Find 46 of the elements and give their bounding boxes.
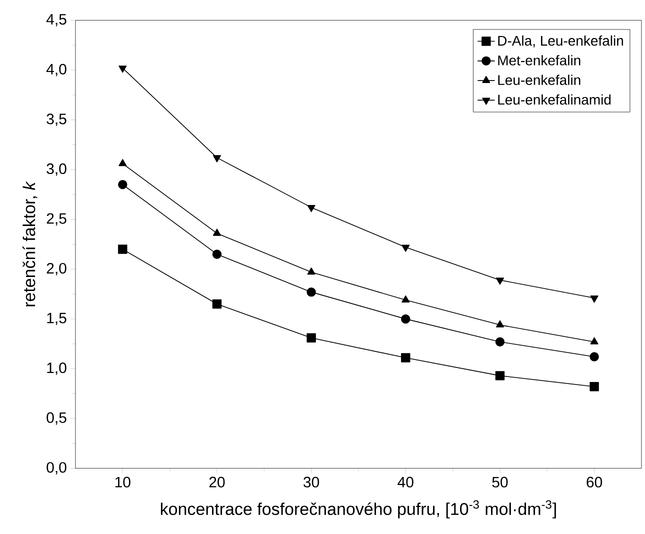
point — [402, 244, 410, 252]
x-tick-label: 60 — [586, 476, 602, 488]
point — [590, 352, 599, 362]
x-tick-label: 50 — [492, 476, 508, 488]
y-axis-title: retenční faktor, k — [22, 181, 38, 306]
point — [118, 66, 127, 73]
x-tick-label: 30 — [304, 476, 320, 488]
point — [118, 244, 128, 254]
y-tick-label: 4,5 — [46, 14, 66, 26]
point — [307, 268, 316, 275]
y-tick-label: 2,0 — [46, 262, 66, 276]
point — [212, 155, 222, 162]
point — [306, 333, 316, 342]
point — [402, 295, 410, 303]
y-tick-label: 0,0 — [46, 462, 66, 474]
point — [590, 382, 599, 392]
point — [495, 371, 505, 380]
point — [496, 278, 504, 285]
x-tick-label: 10 — [115, 476, 130, 488]
point — [401, 353, 410, 362]
point — [590, 296, 598, 303]
legend-label: Leu-enkefalinamid — [498, 94, 611, 105]
point — [401, 314, 410, 324]
y-tick-label: 3,0 — [46, 163, 66, 176]
legend-label: Met-enkefalin — [498, 55, 580, 66]
point — [212, 250, 222, 259]
x-axis-title: koncentrace fosforečnanového pufru, [10$^{-3}$ mol·dm$^{-3}$] — [160, 500, 556, 518]
y-tick-label: 4,0 — [46, 64, 66, 76]
point — [590, 337, 598, 344]
point — [306, 287, 316, 297]
legend-label: D-Ala, Leu-enkefalin — [498, 35, 624, 48]
y-tick-label: 2,5 — [46, 213, 66, 226]
x-tick-label: 40 — [398, 476, 414, 488]
point — [212, 228, 222, 236]
point — [118, 159, 127, 166]
y-tick-label: 3,5 — [46, 114, 66, 126]
y-tick-label: 1,5 — [47, 312, 66, 326]
point — [212, 299, 222, 309]
y-tick-label: 0,5 — [46, 412, 66, 425]
point — [307, 204, 316, 212]
point — [118, 180, 128, 190]
point — [496, 320, 504, 328]
y-tick-label: 1,0 — [47, 362, 66, 375]
x-tick-label: 20 — [209, 476, 225, 488]
point — [495, 337, 505, 346]
legend-label: Leu-enkefalin — [498, 74, 580, 86]
